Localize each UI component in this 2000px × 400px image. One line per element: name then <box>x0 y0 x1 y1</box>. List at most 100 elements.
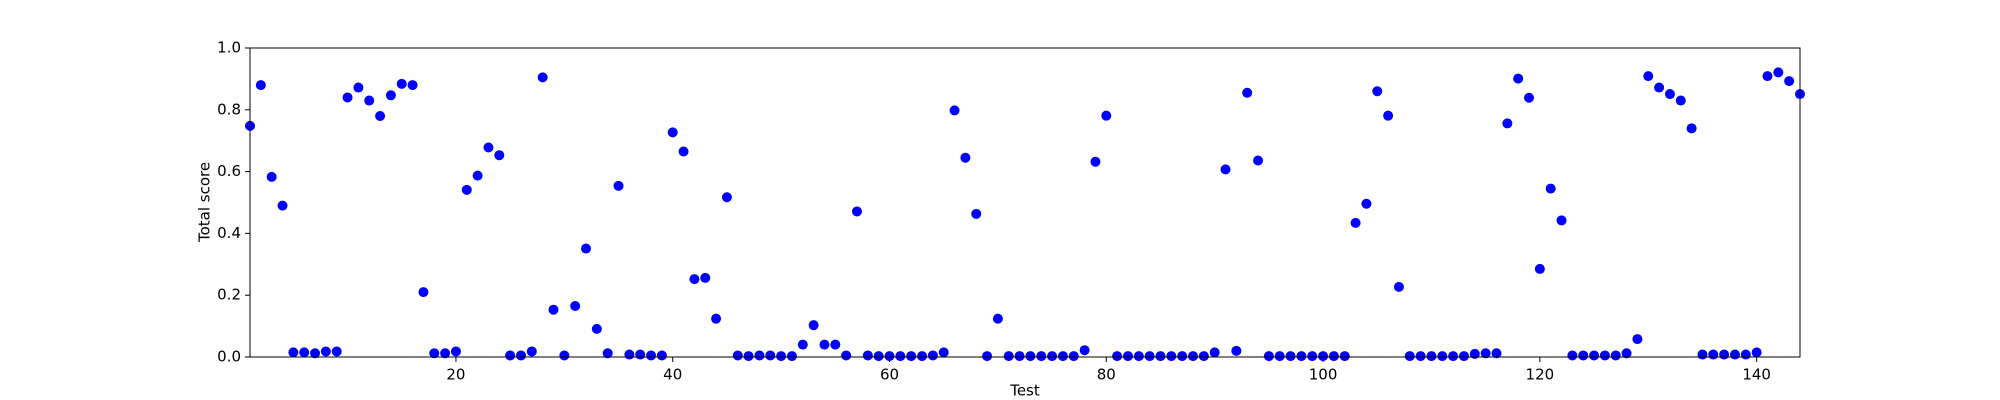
point <box>1047 351 1058 362</box>
point <box>1448 351 1459 362</box>
point <box>310 348 321 359</box>
point <box>1263 351 1274 362</box>
point <box>1740 349 1751 360</box>
point <box>581 243 592 254</box>
point <box>1686 123 1697 134</box>
point <box>949 105 960 116</box>
point <box>1328 351 1339 362</box>
point <box>917 351 928 362</box>
point <box>1524 92 1535 103</box>
point <box>1079 345 1090 356</box>
point <box>255 80 266 91</box>
point <box>591 323 602 334</box>
point <box>548 304 559 315</box>
point <box>1664 89 1675 100</box>
point <box>830 339 841 350</box>
point <box>1372 86 1383 97</box>
point <box>960 152 971 163</box>
point <box>819 339 830 350</box>
plot-frame <box>249 47 1801 358</box>
point <box>1458 351 1469 362</box>
x-tick-label: 100 <box>1309 366 1338 384</box>
point <box>1198 351 1209 362</box>
y-tick-label: 0.8 <box>217 100 241 118</box>
point <box>1057 351 1068 362</box>
point <box>1589 350 1600 361</box>
point <box>906 351 917 362</box>
point <box>1242 87 1253 98</box>
point <box>1610 350 1621 361</box>
point <box>537 72 548 83</box>
point <box>1177 351 1188 362</box>
point <box>1144 351 1155 362</box>
point <box>1513 73 1524 84</box>
point <box>938 347 949 358</box>
x-tick-label: 40 <box>663 366 682 384</box>
point <box>1253 155 1264 166</box>
point <box>1415 351 1426 362</box>
point <box>1274 351 1285 362</box>
point <box>472 170 483 181</box>
y-tick-label: 0.0 <box>217 348 241 366</box>
x-tick-label: 120 <box>1526 366 1555 384</box>
point <box>1773 67 1784 78</box>
point <box>1014 351 1025 362</box>
point <box>1729 349 1740 360</box>
point <box>483 142 494 153</box>
point <box>1307 351 1318 362</box>
point <box>700 272 711 283</box>
y-tick-label: 0.2 <box>217 286 241 304</box>
point <box>385 90 396 101</box>
point <box>1708 349 1719 360</box>
point <box>851 206 862 217</box>
point <box>1383 110 1394 121</box>
point <box>1762 71 1773 82</box>
point <box>797 339 808 350</box>
point <box>765 350 776 361</box>
point <box>1643 71 1654 82</box>
point <box>1404 351 1415 362</box>
point <box>613 180 624 191</box>
point <box>364 95 375 106</box>
point <box>992 313 1003 324</box>
point <box>559 350 570 361</box>
point <box>1621 348 1632 359</box>
point <box>418 287 429 298</box>
point <box>1632 334 1643 345</box>
point <box>624 349 635 360</box>
point <box>299 347 310 358</box>
point <box>396 78 407 89</box>
point <box>320 346 331 357</box>
point <box>1318 351 1329 362</box>
y-tick-label: 1.0 <box>217 39 241 57</box>
point <box>1133 351 1144 362</box>
point <box>1654 82 1665 93</box>
point <box>1003 351 1014 362</box>
point <box>743 351 754 362</box>
point <box>526 346 537 357</box>
point <box>808 320 819 331</box>
point <box>1112 351 1123 362</box>
point <box>635 349 646 360</box>
point <box>884 351 895 362</box>
point <box>895 351 906 362</box>
point <box>1231 345 1242 356</box>
point <box>505 350 516 361</box>
point <box>1426 351 1437 362</box>
x-tick-label: 80 <box>1097 366 1116 384</box>
point <box>407 80 418 91</box>
point <box>1155 351 1166 362</box>
point <box>1480 348 1491 359</box>
point <box>971 208 982 219</box>
point <box>873 351 884 362</box>
point <box>515 350 526 361</box>
point <box>331 346 342 357</box>
y-tick-label: 0.6 <box>217 162 241 180</box>
point <box>667 127 678 138</box>
point <box>461 184 472 195</box>
point <box>570 301 581 312</box>
point <box>1599 350 1610 361</box>
point <box>1339 351 1350 362</box>
